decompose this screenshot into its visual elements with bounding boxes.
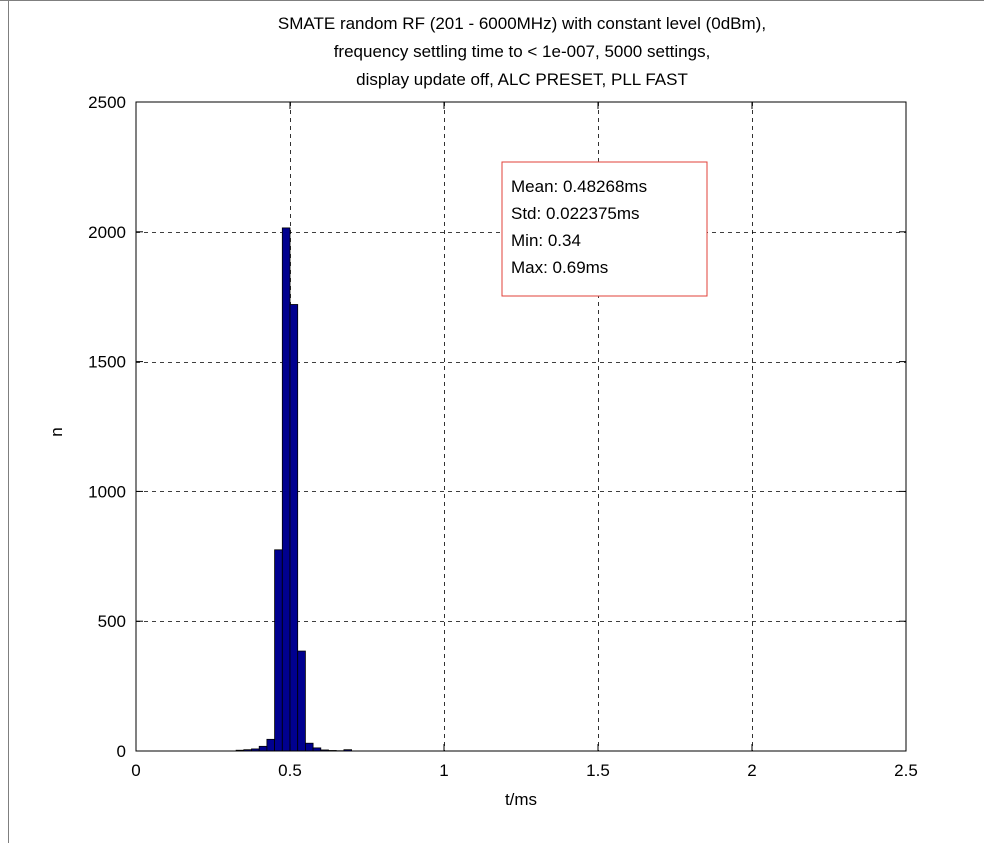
histogram-bar xyxy=(258,745,268,752)
axis-ticks xyxy=(135,101,907,752)
y-tick-label: 0 xyxy=(117,742,126,761)
x-tick-label: 2.5 xyxy=(894,761,918,780)
x-tick-label: 0.5 xyxy=(278,761,302,780)
y-tick-label: 1000 xyxy=(88,482,126,501)
histogram-bar xyxy=(266,738,275,752)
x-tick-label: 2 xyxy=(747,761,756,780)
annotation-std: Std: 0.022375ms xyxy=(511,204,640,223)
x-tick-label: 1 xyxy=(439,761,448,780)
histogram-bar xyxy=(297,650,306,752)
chart-title-line-3: display update off, ALC PRESET, PLL FAST xyxy=(356,70,688,89)
annotation-mean: Mean: 0.48268ms xyxy=(511,177,647,196)
histogram-bar xyxy=(289,304,299,752)
histogram-bar xyxy=(304,742,314,752)
y-axis-label: n xyxy=(47,427,66,436)
annotation-min: Min: 0.34 xyxy=(511,231,581,250)
x-axis-label: t/ms xyxy=(505,790,537,809)
y-tick-label: 2000 xyxy=(88,223,126,242)
x-tick-label: 1.5 xyxy=(586,761,610,780)
y-tick-label: 2500 xyxy=(88,93,126,112)
annotation-max: Max: 0.69ms xyxy=(511,258,608,277)
x-tick-label: 0 xyxy=(131,761,140,780)
y-tick-label: 500 xyxy=(98,612,126,631)
annotation-box xyxy=(501,161,708,297)
y-tick-label: 1500 xyxy=(88,353,126,372)
histogram-bar xyxy=(274,549,283,752)
chart-title-line-1: SMATE random RF (201 - 6000MHz) with con… xyxy=(278,14,766,33)
chart-title-line-2: frequency settling time to < 1e-007, 500… xyxy=(334,42,711,61)
histogram-bar xyxy=(281,227,291,752)
histogram-bars xyxy=(235,227,352,752)
plot-frame xyxy=(135,101,907,752)
axis-tick-labels: 0 0.5 1 1.5 2 2.5 0 500 1000 1500 2000 2500 xyxy=(88,93,918,780)
statistics-annotation: Mean: 0.48268ms Std: 0.022375ms Min: 0.3… xyxy=(501,161,708,297)
